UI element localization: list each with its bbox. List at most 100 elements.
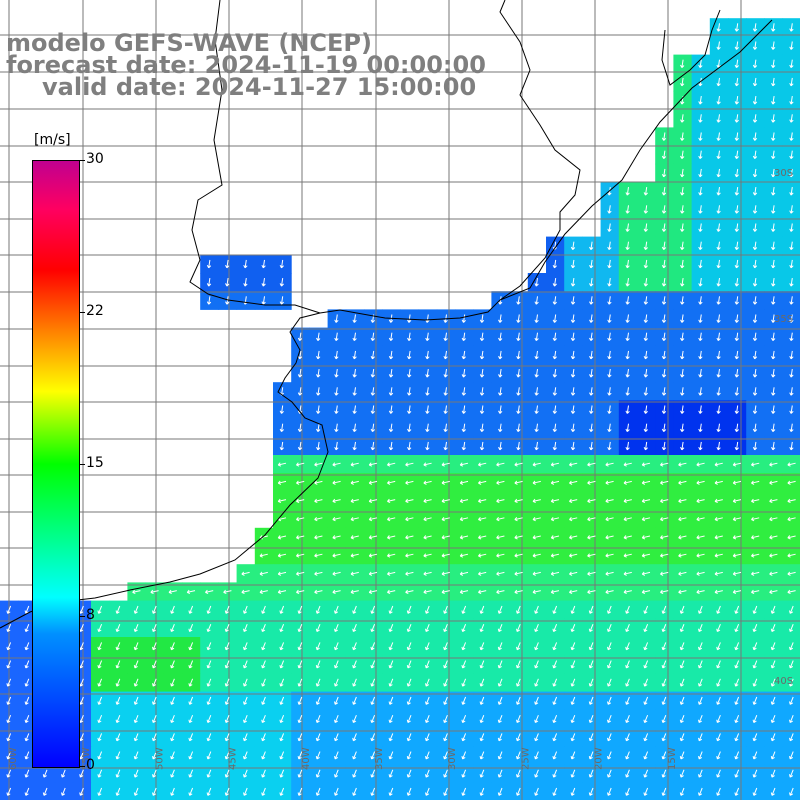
wind-arrow xyxy=(680,296,685,305)
wind-arrow xyxy=(315,678,321,687)
wind-arrow xyxy=(277,571,287,576)
wind-arrow xyxy=(752,59,758,69)
wind-arrow xyxy=(680,259,685,269)
wind-arrow xyxy=(406,660,412,669)
wind-arrow xyxy=(588,624,594,633)
wind-arrow xyxy=(406,715,412,724)
wind-arrow xyxy=(152,751,157,760)
wind-arrow xyxy=(698,733,703,742)
wind-arrow xyxy=(206,660,212,669)
wind-arrow xyxy=(716,660,721,669)
wind-arrow xyxy=(660,498,669,504)
wind-arrow xyxy=(734,605,740,614)
lon-label: 60W xyxy=(8,747,19,770)
wind-arrow xyxy=(224,733,230,742)
wind-arrow xyxy=(461,423,466,433)
wind-arrow xyxy=(441,589,450,595)
wind-arrow xyxy=(443,642,448,651)
wind-arrow xyxy=(496,589,505,595)
wind-arrow xyxy=(479,405,485,414)
wind-arrow xyxy=(152,660,157,669)
wind-arrow xyxy=(407,387,412,396)
wind-arrow xyxy=(243,624,248,633)
wind-arrow xyxy=(224,642,230,651)
wind-arrow xyxy=(497,660,503,669)
wind-arrow xyxy=(332,516,341,522)
wind-arrow xyxy=(514,516,523,522)
wind-arrow xyxy=(152,715,157,724)
wind-arrow xyxy=(461,769,467,778)
wind-arrow xyxy=(370,441,375,451)
wind-arrow xyxy=(625,278,630,287)
wind-arrow xyxy=(461,696,467,705)
wind-arrow xyxy=(370,715,376,724)
wind-arrow xyxy=(716,733,721,742)
wind-arrow xyxy=(607,441,612,451)
wind-arrow xyxy=(570,441,576,451)
wind-arrow xyxy=(716,59,721,69)
wind-arrow xyxy=(388,715,394,724)
wind-arrow xyxy=(243,259,248,269)
wind-arrow xyxy=(152,624,157,633)
wind-arrow xyxy=(698,787,703,796)
wind-arrow xyxy=(534,733,539,742)
wind-arrow xyxy=(225,259,230,269)
wind-arrow xyxy=(570,787,576,796)
wind-arrow xyxy=(423,589,432,595)
wind-arrow xyxy=(243,769,248,778)
wind-arrow xyxy=(479,642,485,651)
wind-arrow xyxy=(459,480,469,485)
wind-arrow xyxy=(461,715,467,724)
wind-arrow xyxy=(516,678,521,687)
wind-arrow xyxy=(660,462,669,467)
wind-arrow xyxy=(170,696,175,705)
wind-arrow xyxy=(716,96,721,105)
wind-arrow xyxy=(224,624,230,633)
wind-arrow xyxy=(133,624,139,633)
wind-arrow xyxy=(115,715,121,724)
wind-arrow xyxy=(698,278,703,287)
wind-speed-cell xyxy=(782,782,800,800)
wind-arrow xyxy=(698,187,703,196)
wind-arrow xyxy=(569,462,578,467)
wind-arrow xyxy=(516,314,521,323)
wind-arrow xyxy=(315,624,321,633)
wind-arrow xyxy=(714,516,723,522)
wind-arrow xyxy=(698,241,703,251)
wind-arrow xyxy=(334,787,339,796)
wind-arrow xyxy=(734,624,740,633)
wind-arrow xyxy=(387,571,396,576)
wind-arrow xyxy=(423,535,432,540)
wind-arrow xyxy=(261,678,266,687)
wind-arrow xyxy=(734,205,739,214)
wind-arrow xyxy=(752,787,758,796)
wind-arrow xyxy=(623,535,632,540)
wind-arrow xyxy=(516,715,521,724)
wind-arrow xyxy=(716,350,721,360)
wind-arrow xyxy=(607,278,612,287)
colorbar-tick-mark xyxy=(79,464,85,465)
wind-arrow xyxy=(279,642,285,651)
wind-arrow xyxy=(771,405,776,414)
wind-arrow xyxy=(297,423,303,433)
wind-arrow xyxy=(334,660,339,669)
wind-arrow xyxy=(443,715,448,724)
wind-arrow xyxy=(206,696,212,705)
wind-arrow xyxy=(443,733,448,742)
wind-arrow xyxy=(661,132,667,141)
wind-arrow xyxy=(297,350,303,360)
wind-arrow xyxy=(623,498,632,504)
wind-arrow xyxy=(661,168,667,178)
wind-arrow xyxy=(315,751,321,760)
wind-arrow xyxy=(115,605,121,614)
wind-arrow xyxy=(370,369,375,378)
wind-arrow xyxy=(352,678,357,687)
wind-arrow xyxy=(297,733,303,742)
wind-arrow xyxy=(534,441,539,451)
wind-arrow xyxy=(552,405,557,414)
wind-arrow xyxy=(425,405,430,414)
wind-arrow xyxy=(734,678,740,687)
wind-arrow xyxy=(752,223,758,232)
wind-arrow xyxy=(752,187,758,196)
wind-arrow xyxy=(678,571,687,576)
